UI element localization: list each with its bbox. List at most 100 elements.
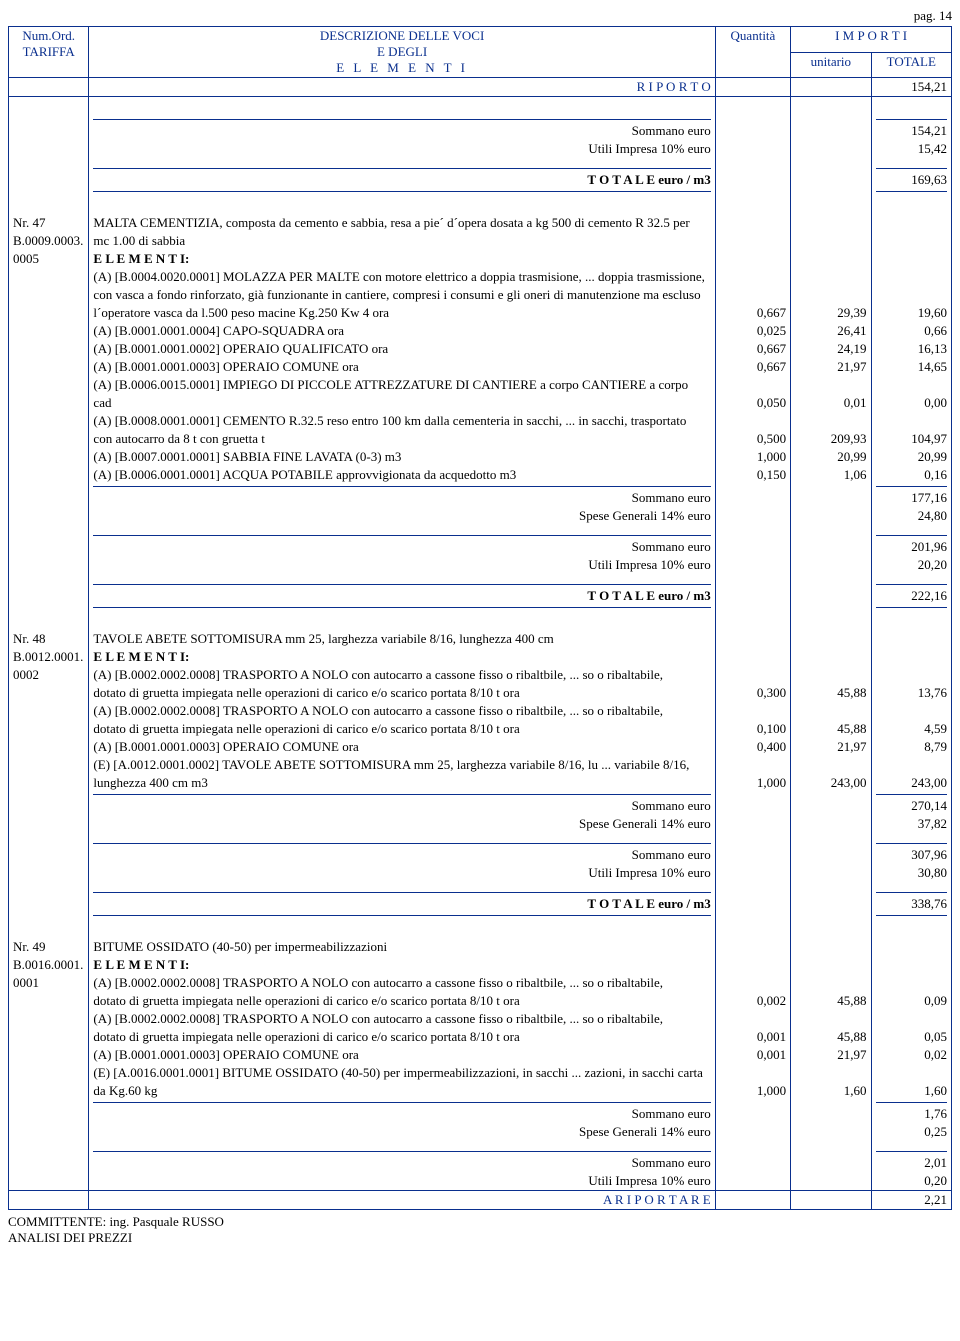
- element-row-qty: 0,667: [715, 358, 790, 376]
- element-row-desc: (A) [B.0001.0001.0003] OPERAIO COMUNE or…: [89, 1046, 715, 1064]
- i48-id2: B.0012.0001.: [9, 648, 89, 666]
- a-riportare-total: 2,21: [871, 1190, 951, 1209]
- element-row-unit: [791, 412, 871, 430]
- element-row-qty: [715, 412, 790, 430]
- element-row-total: 243,00: [871, 774, 951, 792]
- price-table: Num.Ord. TARIFFA DESCRIZIONE DELLE VOCI …: [8, 26, 952, 1210]
- i48-s4v: 30,80: [871, 864, 951, 882]
- element-row-unit: 21,97: [791, 738, 871, 756]
- element-row-unit: 45,88: [791, 992, 871, 1010]
- i47-s3v: 201,96: [871, 538, 951, 556]
- i47-t1: MALTA CEMENTIZIA, composta da cemento e …: [89, 214, 715, 232]
- element-row-qty: 0,500: [715, 430, 790, 448]
- element-row-qty: 0,025: [715, 322, 790, 340]
- element-row-total: [871, 376, 951, 394]
- element-row-desc: (A) [B.0002.0002.0008] TRASPORTO A NOLO …: [89, 702, 715, 720]
- i47-tot: T O T A L E euro / m3: [89, 587, 715, 605]
- hdr-desc-1: DESCRIZIONE DELLE VOCI: [320, 28, 484, 43]
- i49-id3: 0001: [9, 974, 89, 992]
- i47-s2v: 24,80: [871, 507, 951, 525]
- element-row-total: [871, 286, 951, 304]
- footer-analisi: ANALISI DEI PREZZI: [8, 1230, 952, 1246]
- i49-s3: Sommano euro: [89, 1154, 715, 1172]
- i48-elem: E L E M E N T I:: [89, 648, 715, 666]
- element-row-total: 0,66: [871, 322, 951, 340]
- element-row-qty: 0,400: [715, 738, 790, 756]
- element-row-desc: con autocarro da 8 t con gruetta t: [89, 430, 715, 448]
- element-row-total: [871, 268, 951, 286]
- element-row-unit: 209,93: [791, 430, 871, 448]
- i49-s4v: 0,20: [871, 1172, 951, 1191]
- hdr-importi: I M P O R T I: [791, 27, 952, 53]
- element-row-qty: 0,667: [715, 340, 790, 358]
- a-riportare-label: A R I P O R T A R E: [89, 1190, 715, 1209]
- element-row-total: [871, 412, 951, 430]
- element-row-desc: dotato di gruetta impiegata nelle operaz…: [89, 1028, 715, 1046]
- i48-s3: Sommano euro: [89, 846, 715, 864]
- element-row-desc: da Kg.60 kg: [89, 1082, 715, 1100]
- element-row-total: 19,60: [871, 304, 951, 322]
- element-row-qty: 0,001: [715, 1046, 790, 1064]
- i49-s2v: 0,25: [871, 1123, 951, 1141]
- i47-elem: E L E M E N T I:: [89, 250, 715, 268]
- element-row-desc: dotato di gruetta impiegata nelle operaz…: [89, 684, 715, 702]
- element-row-qty: 0,050: [715, 394, 790, 412]
- element-row-desc: (A) [B.0001.0001.0002] OPERAIO QUALIFICA…: [89, 340, 715, 358]
- i49-elem: E L E M E N T I:: [89, 956, 715, 974]
- element-row-desc: (A) [B.0002.0002.0008] TRASPORTO A NOLO …: [89, 1010, 715, 1028]
- element-row-unit: 21,97: [791, 1046, 871, 1064]
- footer-committente: COMMITTENTE: ing. Pasquale RUSSO: [8, 1214, 952, 1230]
- element-row-unit: [791, 756, 871, 774]
- i48-tot: T O T A L E euro / m3: [89, 895, 715, 913]
- element-row-total: [871, 1064, 951, 1082]
- i47-s2: Spese Generali 14% euro: [89, 507, 715, 525]
- hdr-unitario: unitario: [791, 52, 871, 78]
- i47-s4: Utili Impresa 10% euro: [89, 556, 715, 574]
- element-row-total: 1,60: [871, 1082, 951, 1100]
- element-row-unit: [791, 1064, 871, 1082]
- element-row-qty: 1,000: [715, 1082, 790, 1100]
- bt-totale-val: 169,63: [871, 171, 951, 189]
- element-row-unit: 45,88: [791, 684, 871, 702]
- element-row-unit: 243,00: [791, 774, 871, 792]
- i47-s4v: 20,20: [871, 556, 951, 574]
- element-row-unit: 26,41: [791, 322, 871, 340]
- i47-totv: 222,16: [871, 587, 951, 605]
- element-row-total: [871, 1010, 951, 1028]
- element-row-total: 0,05: [871, 1028, 951, 1046]
- i48-s1v: 270,14: [871, 797, 951, 815]
- i48-s3v: 307,96: [871, 846, 951, 864]
- element-row-unit: 20,99: [791, 448, 871, 466]
- i48-t1: TAVOLE ABETE SOTTOMISURA mm 25, larghezz…: [89, 630, 715, 648]
- element-row-qty: [715, 376, 790, 394]
- element-row-total: 0,02: [871, 1046, 951, 1064]
- hdr-desc: DESCRIZIONE DELLE VOCI E DEGLI E L E M E…: [89, 27, 715, 78]
- element-row-total: 104,97: [871, 430, 951, 448]
- i49-s1v: 1,76: [871, 1105, 951, 1123]
- i49-r0: (A) [B.0002.0002.0008] TRASPORTO A NOLO …: [89, 974, 715, 992]
- element-row-qty: 1,000: [715, 448, 790, 466]
- element-row-qty: [715, 286, 790, 304]
- page-number: pag. 14: [8, 8, 952, 24]
- element-row-qty: [715, 1064, 790, 1082]
- i48-id1: Nr. 48: [9, 630, 89, 648]
- hdr-numord-1: Num.Ord.: [22, 28, 75, 43]
- i48-s4: Utili Impresa 10% euro: [89, 864, 715, 882]
- i48-id3: 0002: [9, 666, 89, 684]
- element-row-unit: 1,06: [791, 466, 871, 484]
- element-row-unit: 29,39: [791, 304, 871, 322]
- i48-s2: Spese Generali 14% euro: [89, 815, 715, 833]
- element-row-total: 0,00: [871, 394, 951, 412]
- element-row-desc: (E) [A.0016.0001.0001] BITUME OSSIDATO (…: [89, 1064, 715, 1082]
- element-row-unit: 45,88: [791, 1028, 871, 1046]
- element-row-desc: cad: [89, 394, 715, 412]
- i47-t2: mc 1.00 di sabbia: [89, 232, 715, 250]
- element-row-desc: (A) [B.0001.0001.0003] OPERAIO COMUNE or…: [89, 738, 715, 756]
- i49-t1: BITUME OSSIDATO (40-50) per impermeabili…: [89, 938, 715, 956]
- i49-id2: B.0016.0001.: [9, 956, 89, 974]
- element-row-total: 4,59: [871, 720, 951, 738]
- i48-r0: (A) [B.0002.0002.0008] TRASPORTO A NOLO …: [89, 666, 715, 684]
- element-row-total: 16,13: [871, 340, 951, 358]
- element-row-qty: 0,300: [715, 684, 790, 702]
- element-row-qty: [715, 756, 790, 774]
